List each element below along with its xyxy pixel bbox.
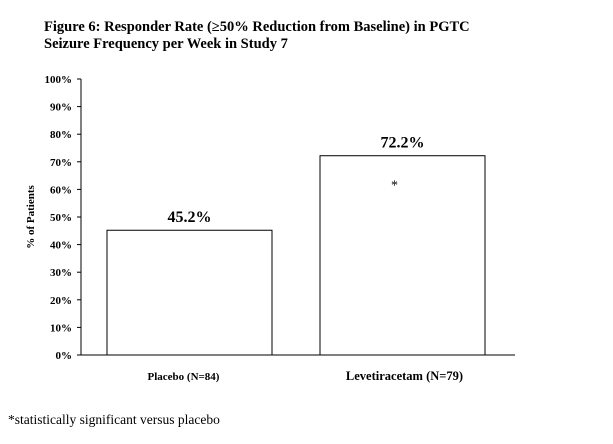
bar-chart: 0% 10% 20% 30% 40% 50% 60% 70% 80% 90% 100% % of Pa… [25, 74, 515, 383]
figure-title: Figure 6: Responder Rate (≥50% Reduction… [44, 19, 584, 53]
figure-title-line-2: Seizure Frequency per Week in Study 7 [44, 36, 288, 52]
y-tick-label: 0% [56, 350, 73, 362]
y-tick-label: 70% [50, 157, 72, 169]
y-tick-label: 30% [50, 267, 72, 279]
figure-title-line-1: Figure 6: Responder Rate (≥50% Reduction… [44, 19, 470, 35]
y-tick-label: 80% [50, 129, 72, 141]
significance-marker: * [391, 179, 398, 194]
y-tick-label: 100% [45, 74, 73, 86]
y-tick-label: 10% [50, 322, 72, 334]
bar [319, 155, 486, 356]
x-category-label: Placebo (N=84) [148, 371, 220, 383]
data-label: 45.2% [168, 209, 212, 226]
bar [106, 229, 273, 356]
y-axis-label: % of Patients [25, 185, 37, 249]
y-tick-label: 40% [50, 240, 72, 252]
y-tick-label: 20% [50, 295, 72, 307]
y-tick-label: 90% [50, 102, 72, 114]
y-tick-label: 60% [50, 184, 72, 196]
data-label: 72.2% [381, 135, 425, 152]
footnote: *statistically significant versus placeb… [8, 412, 220, 427]
y-tick-label: 50% [50, 212, 72, 224]
x-category-label: Levetiracetam (N=79) [346, 369, 463, 383]
